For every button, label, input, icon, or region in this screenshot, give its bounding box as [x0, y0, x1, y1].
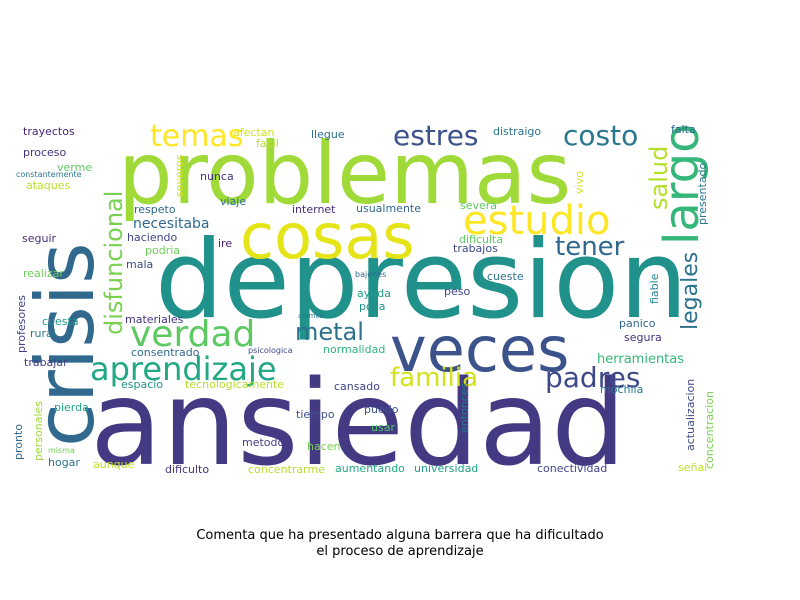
cloud-word: trabajar: [24, 356, 68, 369]
cloud-word: seguir: [22, 232, 57, 245]
cloud-word: realizar: [23, 267, 64, 280]
cloud-word: dificulto: [165, 463, 209, 476]
cloud-word: concentracion: [703, 391, 716, 469]
cloud-word: rural: [30, 327, 56, 340]
cloud-word: tiempo: [296, 408, 335, 421]
cloud-word: cansado: [334, 380, 380, 393]
cloud-word: materiales: [125, 313, 184, 326]
cloud-word: crisis: [19, 242, 112, 447]
cloud-word: trabajos: [453, 242, 498, 255]
cloud-word: estres: [393, 119, 479, 152]
cloud-word: llegue: [311, 128, 345, 141]
cloud-word: podria: [145, 244, 180, 257]
cloud-word: señal: [678, 461, 707, 474]
cloud-word: verdad: [130, 314, 255, 355]
cloud-word: conectividad: [537, 462, 607, 475]
cloud-word: tener: [555, 232, 625, 262]
cloud-word: presentado: [696, 162, 709, 225]
cloud-word: metal: [295, 318, 364, 346]
cloud-word: respeto: [134, 203, 176, 216]
cloud-word: dificulta: [459, 233, 503, 246]
cloud-word: psicologica: [248, 346, 293, 355]
cloud-word: pierda: [54, 401, 89, 414]
cloud-word: viaje: [220, 195, 246, 208]
cloud-word: largo: [654, 124, 710, 245]
cloud-word: consentrado: [131, 346, 200, 359]
cloud-word: trayectos: [23, 125, 75, 138]
cloud-word: temas: [150, 119, 243, 154]
cloud-word: metodo: [242, 436, 285, 449]
cloud-word: mala: [126, 258, 153, 271]
cloud-word: usar: [371, 421, 395, 434]
cloud-word: legales: [678, 252, 703, 330]
cloud-word: mochila: [600, 383, 643, 396]
cloud-word: veces: [390, 313, 569, 386]
cloud-word: constantemente: [16, 170, 82, 179]
cloud-word: ataques: [26, 179, 71, 192]
cloud-word: segura: [624, 331, 662, 344]
cloud-word: severa: [460, 199, 497, 212]
cloud-word: depresion: [155, 218, 688, 343]
cloud-word: universidad: [414, 462, 478, 475]
chart-caption: Comenta que ha presentado alguna barrera…: [0, 528, 800, 560]
cloud-word: verme: [57, 161, 92, 174]
cloud-word: bajones: [355, 270, 386, 279]
cloud-word: cueste: [487, 270, 524, 283]
cloud-word: haciendo: [127, 231, 178, 244]
cloud-word: nunca: [200, 170, 234, 183]
cloud-word: poca: [359, 300, 386, 313]
cloud-word: ire: [218, 237, 232, 250]
cloud-word: estudio: [463, 198, 610, 244]
caption-line-2: el proceso de aprendizaje: [316, 544, 484, 559]
cloud-word: herramientas: [597, 352, 684, 367]
cloud-word: espacio: [121, 378, 163, 391]
cloud-word: hacen: [307, 440, 341, 453]
cloud-word: aumentando: [335, 462, 405, 475]
cloud-word: familia: [390, 363, 478, 393]
cloud-word: ansiedad: [90, 354, 626, 492]
cloud-word: peso: [444, 285, 470, 298]
cloud-word: normalidad: [323, 343, 385, 356]
cloud-word: padres: [545, 361, 640, 394]
cloud-word: misma: [48, 446, 75, 455]
cloud-word: costo: [563, 119, 638, 152]
cloud-word: problemas: [118, 124, 571, 224]
cloud-word: tecnologicamente: [185, 378, 284, 391]
cloud-word: proceso: [23, 146, 67, 159]
cloud-word: fiable: [648, 273, 661, 304]
cloud-word: ayuda: [357, 287, 391, 300]
cloud-word: aunque: [93, 458, 135, 471]
cloud-word: hogar: [48, 456, 80, 469]
cloud-word: cuesta: [42, 315, 79, 328]
cloud-word: concentrarme: [248, 463, 325, 476]
cloud-word: entonces: [458, 382, 471, 433]
cloud-word: profesores: [15, 295, 28, 353]
cloud-word: vivo: [573, 171, 586, 194]
cloud-word: salud: [645, 146, 673, 210]
cloud-word: personales: [32, 401, 45, 461]
cloud-word: internet: [292, 203, 336, 216]
cloud-word: afectan: [233, 126, 274, 139]
cloud-word: falta: [671, 123, 696, 136]
cloud-word: distraigo: [493, 125, 541, 138]
cloud-word: aprendizaje: [90, 350, 277, 388]
cloud-word: animos: [298, 312, 324, 320]
cloud-word: actualizacion: [684, 379, 697, 451]
cloud-word: cosas: [240, 200, 415, 273]
cloud-word: disfuncional: [100, 191, 128, 335]
cloud-word: necesitaba: [133, 216, 210, 232]
caption-line-1: Comenta que ha presentado alguna barrera…: [196, 528, 604, 543]
cloud-word: pronto: [12, 424, 25, 460]
cloud-word: facil: [256, 137, 279, 150]
cloud-word: severos: [173, 154, 186, 197]
cloud-word: usualmente: [356, 202, 421, 215]
cloud-word: puedo: [364, 403, 399, 416]
cloud-word: panico: [619, 317, 656, 330]
